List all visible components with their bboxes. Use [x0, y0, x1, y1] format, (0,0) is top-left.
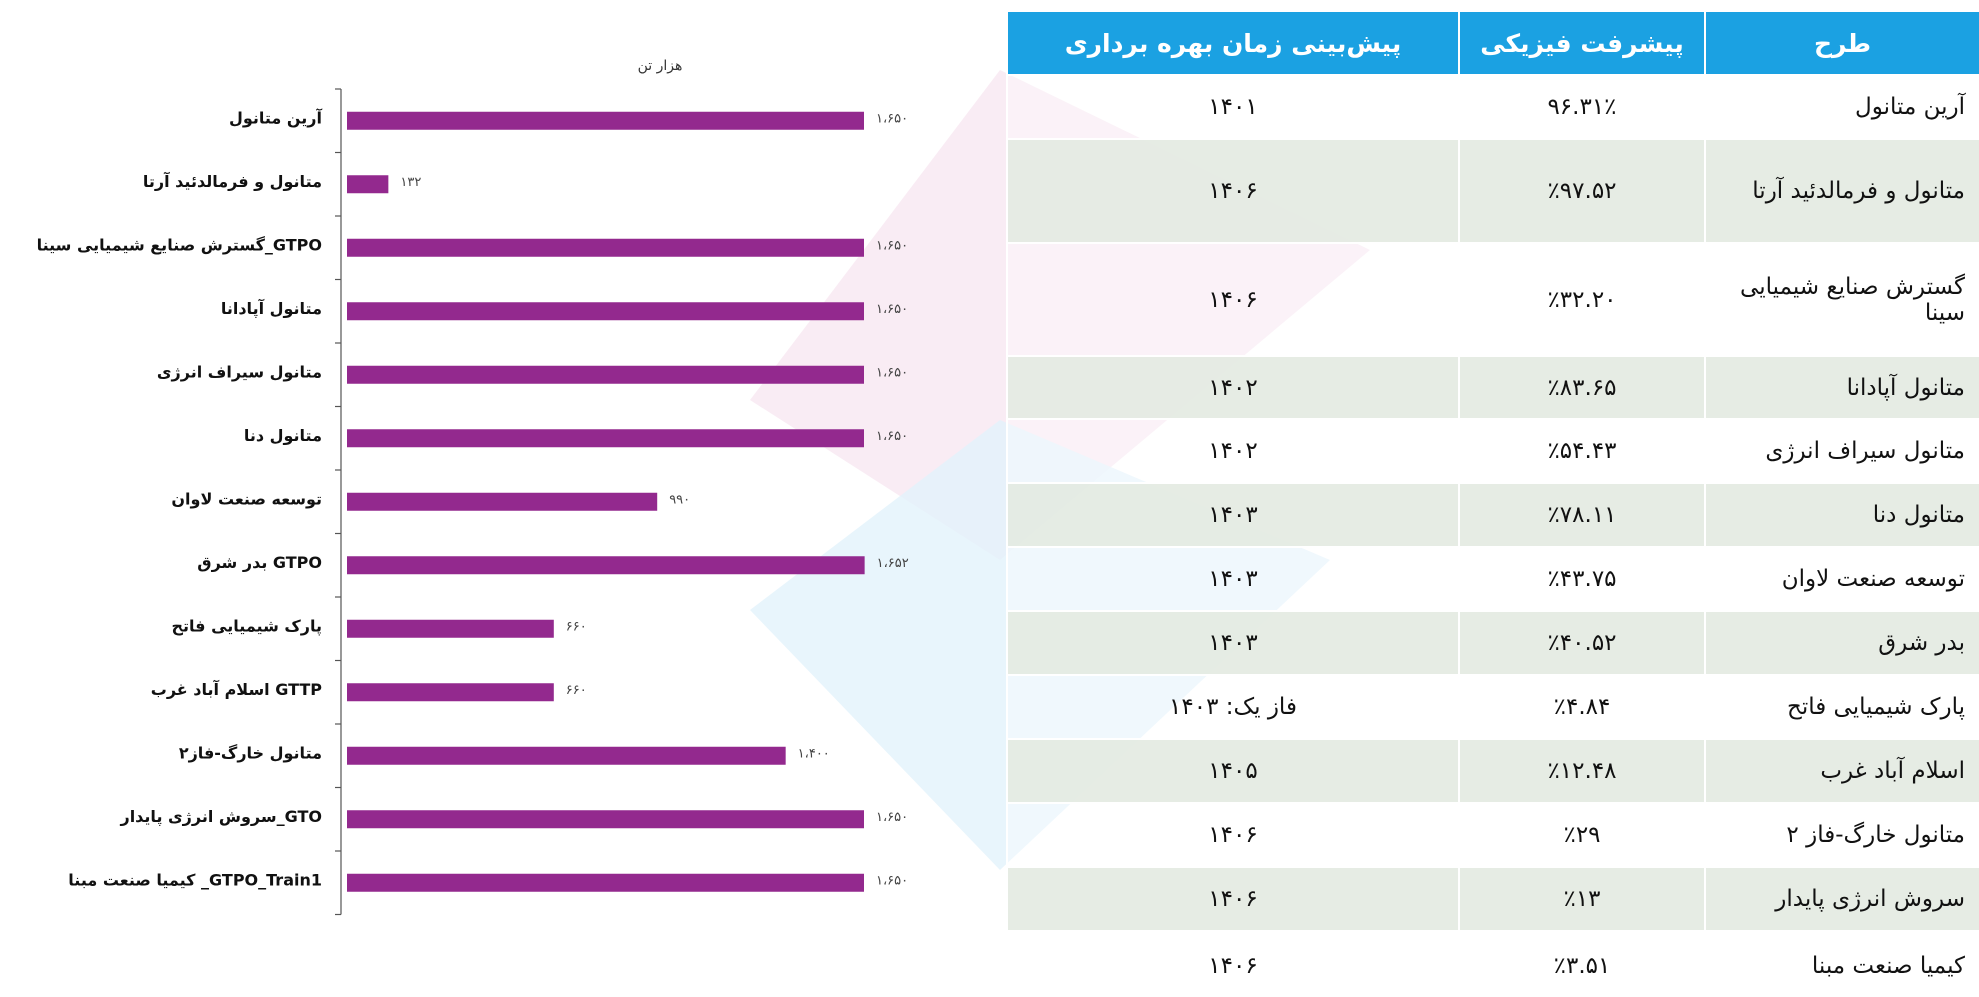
table-cell: پارک شیمیایی فاتح: [1704, 674, 1979, 740]
table-cell: ۱۴۰۲: [1006, 418, 1460, 484]
category-label: پارک شیمیایی فاتح: [172, 616, 323, 636]
table-cell: بدر شرق: [1704, 610, 1979, 676]
table-cell: ٪۹۷.۵۲: [1458, 138, 1706, 244]
header-row: طرح پیشرفت فیزیکی پیش‌بینی زمان بهره برد…: [1006, 10, 1979, 76]
table-cell: ٪۷۸.۱۱: [1458, 482, 1706, 548]
bar: [347, 556, 865, 575]
bar: [347, 111, 864, 130]
category-label: کیمیا صنعت مبنا _GTPO_Train1: [68, 870, 322, 889]
table-cell: کیمیا صنعت مبنا: [1704, 930, 1979, 997]
bar: [347, 238, 864, 257]
unit-label: هزار تن: [638, 58, 683, 74]
table-cell: متانول آپادانا: [1704, 355, 1979, 420]
table-cell: ٪۱۳: [1458, 866, 1706, 932]
category-label: متانول دنا: [244, 426, 322, 445]
header-cell: پیش‌بینی زمان بهره برداری: [1006, 10, 1460, 76]
table-row: کیمیا صنعت مبنا ٪۳.۵۱ ۱۴۰۶: [1006, 930, 1979, 997]
table-cell: ٪۵۴.۴۳: [1458, 418, 1706, 484]
value-label: ۱،۶۵۰: [876, 302, 908, 317]
table-row: متانول آپادانا ٪۸۳.۶۵ ۱۴۰۲: [1006, 355, 1979, 420]
table-cell: ٪۴۰.۵۲: [1458, 610, 1706, 676]
table-cell: گسترش صنایع شیمیایی سینا: [1704, 242, 1979, 357]
category-label: اسلام آباد غرب GTTP: [151, 679, 323, 699]
header-cell: طرح: [1704, 10, 1979, 76]
value-label: ۱،۶۵۰: [876, 429, 908, 444]
table-row: سروش انرژی پایدار ٪۱۳ ۱۴۰۶: [1006, 866, 1979, 932]
table-cell: ٪۱۲.۴۸: [1458, 738, 1706, 804]
table-cell: آرین متانول: [1704, 74, 1979, 140]
table-cell: توسعه صنعت لاوان: [1704, 546, 1979, 612]
table-cell: ٪۴.۸۴: [1458, 674, 1706, 740]
table-cell: ٪۳۲.۲۰: [1458, 242, 1706, 357]
table-row: متانول و فرمالدئید آرتا ٪۹۷.۵۲ ۱۴۰۶: [1006, 138, 1979, 244]
table-row: بدر شرق ٪۴۰.۵۲ ۱۴۰۳: [1006, 610, 1979, 676]
table-cell: ٪۲۹: [1458, 802, 1706, 868]
table-cell: ۱۴۰۳: [1006, 546, 1460, 612]
table-cell: ٪۸۳.۶۵: [1458, 355, 1706, 420]
category-label: متانول و فرمالدئید آرتا: [143, 171, 322, 191]
value-label: ۱،۶۵۰: [876, 238, 908, 253]
value-label: ۱،۶۵۰: [876, 810, 908, 825]
table-cell: ۱۴۰۶: [1006, 930, 1460, 997]
table-row: پارک شیمیایی فاتح ٪۴.۸۴ فاز یک: ۱۴۰۳: [1006, 674, 1979, 740]
table-cell: متانول و فرمالدئید آرتا: [1704, 138, 1979, 244]
table-cell: ۱۴۰۶: [1006, 138, 1460, 244]
value-label: ۶۶۰: [566, 683, 587, 698]
category-label: متانول آپادانا: [221, 298, 322, 319]
bar: [347, 302, 864, 321]
bar: [347, 429, 864, 448]
bar: [347, 873, 864, 892]
table-cell: ۱۴۰۱: [1006, 74, 1460, 140]
category-label: متانول سیراف انرژی: [157, 362, 322, 381]
table-row: متانول سیراف انرژی ٪۵۴.۴۳ ۱۴۰۲: [1006, 418, 1979, 484]
table-row: اسلام آباد غرب ٪۱۲.۴۸ ۱۴۰۵: [1006, 738, 1979, 804]
bar: [347, 492, 658, 511]
value-label: ۱،۶۵۰: [876, 873, 908, 888]
value-label: ۹۹۰: [669, 492, 690, 507]
table-cell: متانول خارگ-فاز ۲: [1704, 802, 1979, 868]
table-cell: ۹۶.۳۱٪: [1458, 74, 1706, 140]
table: طرح پیشرفت فیزیکی پیش‌بینی زمان بهره برد…: [1006, 10, 1979, 997]
table-cell: ۱۴۰۶: [1006, 802, 1460, 868]
table-cell: ۱۴۰۵: [1006, 738, 1460, 804]
table-cell: ۱۴۰۶: [1006, 242, 1460, 357]
table-cell: ۱۴۰۲: [1006, 355, 1460, 420]
table-row: توسعه صنعت لاوان ٪۴۳.۷۵ ۱۴۰۳: [1006, 546, 1979, 612]
table-row: آرین متانول ۹۶.۳۱٪ ۱۴۰۱: [1006, 74, 1979, 140]
category-label: گسترش صنایع شیمیایی سینا_GTPO: [37, 235, 322, 254]
table-cell: متانول دنا: [1704, 482, 1979, 548]
value-label: ۱،۶۵۰: [876, 365, 908, 380]
value-label: ۱۳۲: [400, 175, 421, 190]
bar: [347, 683, 554, 702]
table-cell: سروش انرژی پایدار: [1704, 866, 1979, 932]
value-label: ۱،۶۵۲: [877, 556, 909, 571]
table-cell: ۱۴۰۳: [1006, 482, 1460, 548]
category-label: آرین متانول: [229, 107, 323, 127]
table-cell: اسلام آباد غرب: [1704, 738, 1979, 804]
bar: [347, 175, 389, 194]
table-cell: ۱۴۰۶: [1006, 866, 1460, 932]
value-label: ۱،۶۵۰: [876, 111, 908, 126]
table-cell: ٪۴۳.۷۵: [1458, 546, 1706, 612]
table-cell: ۱۴۰۳: [1006, 610, 1460, 676]
bar: [347, 365, 864, 384]
table-row: متانول خارگ-فاز ۲ ٪۲۹ ۱۴۰۶: [1006, 802, 1979, 868]
table-cell: متانول سیراف انرژی: [1704, 418, 1979, 484]
table-row: گسترش صنایع شیمیایی سینا ٪۳۲.۲۰ ۱۴۰۶: [1006, 242, 1979, 357]
category-label: متانول خارگ-فاز۲: [179, 743, 322, 762]
bar: [347, 810, 864, 829]
category-label: بدر شرق GTPO: [197, 553, 322, 572]
value-label: ۱،۴۰۰: [798, 746, 830, 761]
value-label: ۶۶۰: [566, 619, 587, 634]
table-row: متانول دنا ٪۷۸.۱۱ ۱۴۰۳: [1006, 482, 1979, 548]
category-label: توسعه صنعت لاوان: [171, 489, 322, 508]
bar: [347, 746, 786, 765]
category-label: سروش انرژی پایدار_GTO: [119, 807, 322, 827]
table-cell: ٪۳.۵۱: [1458, 930, 1706, 997]
table-cell: فاز یک: ۱۴۰۳: [1006, 674, 1460, 740]
bar: [347, 619, 554, 638]
header-cell: پیشرفت فیزیکی: [1458, 10, 1706, 76]
